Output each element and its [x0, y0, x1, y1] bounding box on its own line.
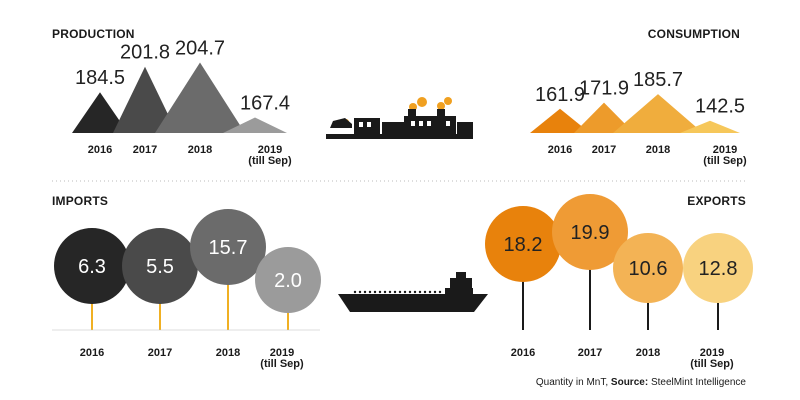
imports-value-3: 2.0	[274, 270, 302, 292]
consumption-value-3: 142.5	[695, 96, 745, 118]
source-name: SteelMint Intelligence	[651, 377, 746, 388]
exports-bubble-2	[613, 233, 683, 303]
cargo-ship-icon	[338, 272, 488, 312]
exports-value-0: 18.2	[504, 234, 543, 256]
exports-year-2: 2018	[636, 347, 660, 359]
imports-year-2: 2018	[216, 347, 240, 359]
consumption-peak-0	[530, 108, 590, 133]
exports-year-0: 2016	[511, 347, 535, 359]
production-value-1: 201.8	[120, 42, 170, 64]
source-label: Source:	[611, 377, 651, 388]
production-chart: 184.5 2016 201.8 2017 204.7 2018 167.4 2019 (til…	[72, 37, 292, 167]
exports-chart: 18.2 2016 19.9 2017 10.6 2018 12.8 2019 (till Se…	[485, 194, 753, 370]
imports-bubble-3	[255, 247, 321, 313]
imports-year-0: 2016	[80, 347, 104, 359]
consumption-title: CONSUMPTION	[648, 27, 740, 41]
production-title: PRODUCTION	[52, 27, 135, 41]
exports-bubble-3	[683, 233, 753, 303]
imports-title: IMPORTS	[52, 194, 108, 208]
consumption-year-2: 2018	[646, 144, 670, 156]
imports-year-3: 2019 (till Sep)	[260, 347, 304, 370]
source-note: Quantity in MnT, Source: SteelMint Intel…	[536, 377, 747, 388]
production-value-2: 204.7	[175, 37, 225, 59]
consumption-peak-2	[613, 94, 703, 133]
consumption-peak-3	[680, 120, 740, 133]
imports-bubble-2	[190, 209, 266, 285]
production-peak-2	[155, 62, 245, 133]
production-year-2: 2018	[188, 144, 212, 156]
imports-value-0: 6.3	[78, 256, 106, 278]
consumption-year-3: 2019 (till Sep)	[703, 144, 747, 167]
production-peak-0	[72, 92, 128, 133]
consumption-year-0: 2016	[548, 144, 572, 156]
imports-bubble-0	[54, 228, 130, 304]
consumption-year-1: 2017	[592, 144, 616, 156]
exports-value-2: 10.6	[629, 258, 668, 280]
consumption-peak-1	[574, 102, 634, 133]
exports-value-1: 19.9	[571, 222, 610, 244]
imports-chart: 6.3 2016 5.5 2017 15.7 2018 2.0 2019 (till Sep)	[52, 209, 321, 370]
imports-value-1: 5.5	[146, 256, 174, 278]
production-value-0: 184.5	[75, 67, 125, 89]
consumption-value-0: 161.9	[535, 84, 585, 106]
exports-value-3: 12.8	[699, 258, 738, 280]
consumption-value-1: 171.9	[579, 78, 629, 100]
exports-year-3: 2019 (till Sep)	[690, 347, 734, 370]
consumption-value-2: 185.7	[633, 69, 683, 91]
imports-bubble-1	[122, 228, 198, 304]
production-year-0: 2016	[88, 144, 112, 156]
production-peak-3	[223, 117, 287, 133]
consumption-chart: 161.9 2016 171.9 2017 185.7 2018 142.5 2019 (til…	[530, 69, 747, 167]
exports-title: EXPORTS	[687, 194, 746, 208]
production-peak-1	[113, 66, 177, 133]
production-year-1: 2017	[133, 144, 157, 156]
exports-year-1: 2017	[578, 347, 602, 359]
imports-year-1: 2017	[148, 347, 172, 359]
production-value-3: 167.4	[240, 92, 290, 114]
train-icon	[326, 97, 473, 139]
exports-bubble-1	[552, 194, 628, 270]
imports-value-2: 15.7	[209, 237, 248, 259]
exports-bubble-0	[485, 206, 561, 282]
quantity-note: Quantity in MnT,	[536, 377, 611, 388]
production-year-3: 2019 (till Sep)	[248, 144, 292, 167]
